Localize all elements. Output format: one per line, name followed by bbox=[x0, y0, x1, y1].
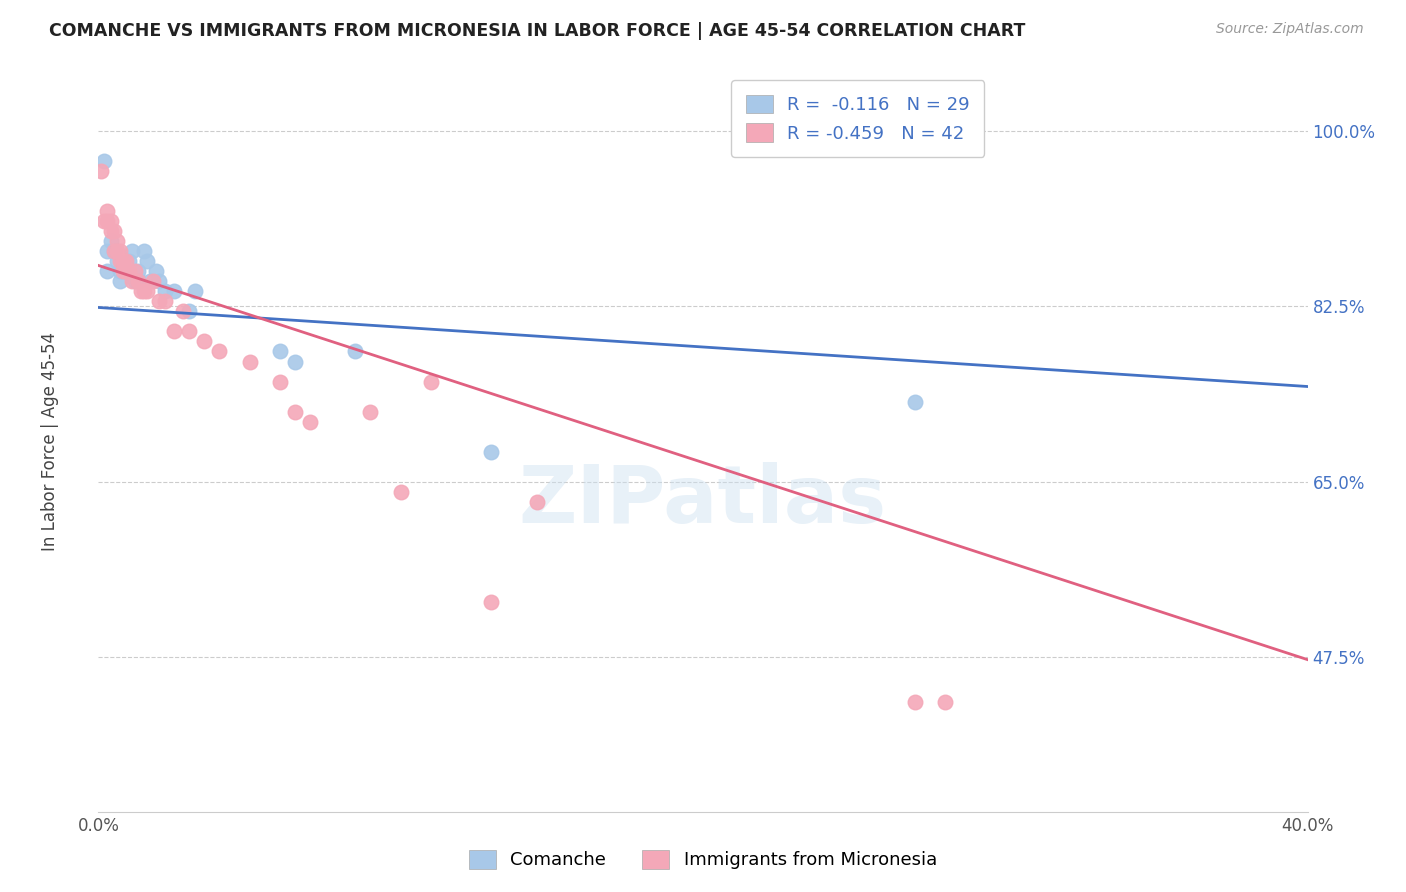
Point bbox=[360, 404, 382, 418]
Point bbox=[100, 235, 122, 249]
Legend: R =  -0.116   N = 29, R = -0.459   N = 42: R = -0.116 N = 29, R = -0.459 N = 42 bbox=[731, 80, 984, 157]
Text: ZIPatlas: ZIPatlas bbox=[519, 462, 887, 540]
Point bbox=[184, 285, 207, 299]
Point bbox=[127, 275, 149, 289]
Point bbox=[145, 264, 167, 278]
Point bbox=[239, 354, 262, 368]
Point bbox=[481, 444, 503, 458]
Text: COMANCHE VS IMMIGRANTS FROM MICRONESIA IN LABOR FORCE | AGE 45-54 CORRELATION CH: COMANCHE VS IMMIGRANTS FROM MICRONESIA I… bbox=[49, 22, 1025, 40]
Point bbox=[103, 224, 125, 238]
Point bbox=[108, 275, 131, 289]
Point bbox=[96, 204, 118, 219]
Point bbox=[93, 214, 115, 228]
Point bbox=[108, 254, 131, 268]
Point bbox=[148, 294, 170, 309]
Point bbox=[111, 264, 134, 278]
Point bbox=[135, 254, 157, 268]
Point bbox=[153, 285, 176, 299]
Point bbox=[100, 214, 122, 228]
Point bbox=[904, 394, 927, 409]
Point bbox=[111, 254, 134, 268]
Point bbox=[118, 264, 141, 278]
Point bbox=[284, 404, 307, 418]
Point bbox=[934, 695, 956, 709]
Point bbox=[904, 695, 927, 709]
Point bbox=[299, 415, 322, 429]
Point bbox=[111, 264, 134, 278]
Point bbox=[139, 275, 162, 289]
Text: In Labor Force | Age 45-54: In Labor Force | Age 45-54 bbox=[41, 332, 59, 551]
Point bbox=[142, 275, 165, 289]
Point bbox=[105, 235, 128, 249]
Point bbox=[163, 285, 186, 299]
Point bbox=[100, 224, 122, 238]
Point bbox=[103, 244, 125, 259]
Point bbox=[103, 244, 125, 259]
Point bbox=[208, 344, 231, 359]
Point bbox=[148, 275, 170, 289]
Point bbox=[179, 325, 201, 339]
Point bbox=[344, 344, 367, 359]
Point bbox=[118, 254, 141, 268]
Point bbox=[129, 285, 152, 299]
Point bbox=[105, 244, 128, 259]
Point bbox=[96, 244, 118, 259]
Point bbox=[127, 264, 149, 278]
Point bbox=[127, 275, 149, 289]
Point bbox=[269, 375, 291, 389]
Point bbox=[114, 264, 136, 278]
Point bbox=[96, 214, 118, 228]
Point bbox=[124, 275, 146, 289]
Point bbox=[132, 285, 155, 299]
Point bbox=[114, 254, 136, 268]
Point bbox=[135, 285, 157, 299]
Point bbox=[179, 304, 201, 318]
Point bbox=[284, 354, 307, 368]
Point bbox=[420, 375, 443, 389]
Point bbox=[193, 334, 215, 349]
Point bbox=[389, 484, 412, 499]
Point bbox=[124, 264, 146, 278]
Point bbox=[96, 264, 118, 278]
Point bbox=[269, 344, 291, 359]
Point bbox=[481, 594, 503, 608]
Point bbox=[93, 154, 115, 169]
Point bbox=[121, 244, 143, 259]
Point bbox=[153, 294, 176, 309]
Legend: Comanche, Immigrants from Micronesia: Comanche, Immigrants from Micronesia bbox=[460, 841, 946, 879]
Text: Source: ZipAtlas.com: Source: ZipAtlas.com bbox=[1216, 22, 1364, 37]
Point bbox=[121, 275, 143, 289]
Point bbox=[90, 164, 112, 178]
Point bbox=[163, 325, 186, 339]
Point bbox=[114, 264, 136, 278]
Point bbox=[108, 264, 131, 278]
Point bbox=[105, 254, 128, 268]
Point bbox=[132, 244, 155, 259]
Point bbox=[108, 244, 131, 259]
Point bbox=[172, 304, 194, 318]
Point bbox=[526, 494, 548, 508]
